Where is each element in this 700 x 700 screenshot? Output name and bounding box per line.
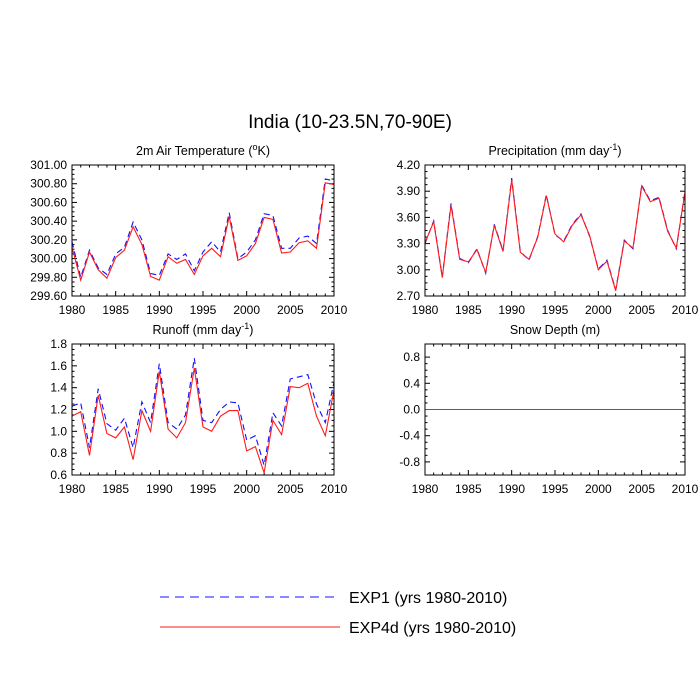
x-tick-label: 2005 bbox=[628, 482, 655, 496]
x-tick-label: 1985 bbox=[455, 482, 482, 496]
y-tick-label: 3.00 bbox=[397, 263, 421, 277]
legend-item-exp1: EXP1 (yrs 1980-2010) bbox=[160, 590, 507, 607]
y-tick-label: 299.60 bbox=[30, 289, 67, 303]
y-tick-label: 299.80 bbox=[30, 270, 67, 284]
panel-precipitation: Precipitation (mm day-1) 1980 1985 1990 1995… bbox=[397, 142, 699, 317]
y-tick-label: 0.8 bbox=[403, 350, 420, 364]
x-tick-label: 2010 bbox=[321, 303, 348, 317]
y-tick-label: 0.6 bbox=[50, 468, 67, 482]
y-tick-label: 300.40 bbox=[30, 214, 67, 228]
panel-title: Snow Depth (m) bbox=[510, 323, 600, 337]
x-tick-label: 2010 bbox=[321, 482, 348, 496]
panel-title-superscript: o bbox=[252, 142, 257, 152]
plot-frame bbox=[71, 164, 335, 297]
y-tick-label: 1.8 bbox=[50, 337, 67, 351]
y-tick-label: -0.8 bbox=[399, 455, 420, 469]
x-tick-label: 1995 bbox=[542, 482, 569, 496]
series-line-exp4d bbox=[71, 367, 335, 473]
x-tick-label: 2005 bbox=[277, 482, 304, 496]
y-tick-label: -0.4 bbox=[399, 429, 420, 443]
x-tick-label: 2005 bbox=[628, 303, 655, 317]
series-line-exp1 bbox=[424, 178, 686, 291]
panel-runoff: Runoff (mm day-1) 1980 1985 1990 1995 2000 200… bbox=[50, 321, 347, 496]
y-tick-label: 1.2 bbox=[50, 403, 67, 417]
series-line-exp1 bbox=[71, 358, 335, 466]
x-tick-label: 1990 bbox=[146, 482, 173, 496]
y-tick-label: 3.60 bbox=[397, 210, 421, 224]
panel-title: Runoff (mm day-1) bbox=[153, 321, 254, 337]
panel-title-superscript: -1 bbox=[609, 142, 617, 152]
y-tick-label: 300.20 bbox=[30, 233, 67, 247]
x-tick-label: 1995 bbox=[542, 303, 569, 317]
series-line-exp4d bbox=[424, 179, 686, 291]
x-tick-label: 2000 bbox=[585, 482, 612, 496]
series-line-exp4d bbox=[71, 182, 335, 283]
plot-frame bbox=[424, 164, 686, 297]
x-tick-label: 1995 bbox=[190, 303, 217, 317]
x-tick-label: 1980 bbox=[412, 303, 439, 317]
panel-title-tail: K) bbox=[258, 144, 271, 158]
plot-frame bbox=[424, 343, 686, 476]
x-tick-label: 1980 bbox=[59, 303, 86, 317]
x-tick-label: 2010 bbox=[672, 482, 699, 496]
figure-title: India (10-23.5N,70-90E) bbox=[248, 112, 452, 133]
y-tick-label: 1.4 bbox=[50, 381, 67, 395]
y-tick-label: 300.80 bbox=[30, 177, 67, 191]
x-tick-label: 1990 bbox=[498, 303, 525, 317]
x-tick-label: 1985 bbox=[102, 303, 129, 317]
panel-title: Precipitation (mm day-1) bbox=[488, 142, 621, 158]
y-tick-label: 0.4 bbox=[403, 376, 420, 390]
y-tick-label: 300.00 bbox=[30, 252, 67, 266]
x-tick-label: 2000 bbox=[233, 482, 260, 496]
x-tick-label: 1985 bbox=[455, 303, 482, 317]
y-tick-label: 3.90 bbox=[397, 184, 421, 198]
x-tick-label: 1990 bbox=[146, 303, 173, 317]
x-tick-label: 1980 bbox=[59, 482, 86, 496]
legend-label-exp4d: EXP4d (yrs 1980-2010) bbox=[349, 620, 516, 637]
panel-title-main: Snow Depth (m) bbox=[510, 323, 600, 337]
legend: EXP1 (yrs 1980-2010) EXP4d (yrs 1980-201… bbox=[160, 590, 516, 637]
y-tick-label: 1.0 bbox=[50, 424, 67, 438]
panel-title-superscript: -1 bbox=[241, 321, 249, 331]
series-line-exp1 bbox=[71, 178, 335, 280]
plot-frame bbox=[71, 343, 335, 476]
panel-title-main: Runoff (mm day bbox=[153, 323, 242, 337]
x-tick-label: 1995 bbox=[190, 482, 217, 496]
panels: 2m Air Temperature (oK) 1980 1985 1990 1995 2… bbox=[30, 142, 698, 496]
y-tick-label: 3.30 bbox=[397, 237, 421, 251]
y-tick-label: 4.20 bbox=[397, 158, 421, 172]
x-tick-label: 2010 bbox=[672, 303, 699, 317]
x-tick-label: 1985 bbox=[102, 482, 129, 496]
panel-title-main: 2m Air Temperature ( bbox=[136, 144, 253, 158]
panel-title: 2m Air Temperature (oK) bbox=[136, 142, 270, 158]
y-tick-label: 2.70 bbox=[397, 289, 421, 303]
y-tick-label: 0.8 bbox=[50, 446, 67, 460]
panel-snow-depth: Snow Depth (m) 1980 1985 1990 1995 2000 2005 20… bbox=[399, 323, 698, 496]
panel-air-temperature: 2m Air Temperature (oK) 1980 1985 1990 1995 2… bbox=[30, 142, 347, 317]
x-tick-label: 1980 bbox=[412, 482, 439, 496]
y-tick-label: 0.0 bbox=[403, 403, 420, 417]
legend-label-exp1: EXP1 (yrs 1980-2010) bbox=[349, 590, 507, 607]
legend-item-exp4d: EXP4d (yrs 1980-2010) bbox=[160, 620, 516, 637]
y-tick-label: 1.6 bbox=[50, 359, 67, 373]
x-tick-label: 2000 bbox=[585, 303, 612, 317]
y-tick-label: 301.00 bbox=[30, 158, 67, 172]
panel-title-main: Precipitation (mm day bbox=[488, 144, 610, 158]
x-tick-label: 2000 bbox=[233, 303, 260, 317]
x-tick-label: 1990 bbox=[498, 482, 525, 496]
x-tick-label: 2005 bbox=[277, 303, 304, 317]
panel-title-tail: ) bbox=[249, 323, 253, 337]
y-tick-label: 300.60 bbox=[30, 195, 67, 209]
panel-title-tail: ) bbox=[617, 144, 621, 158]
